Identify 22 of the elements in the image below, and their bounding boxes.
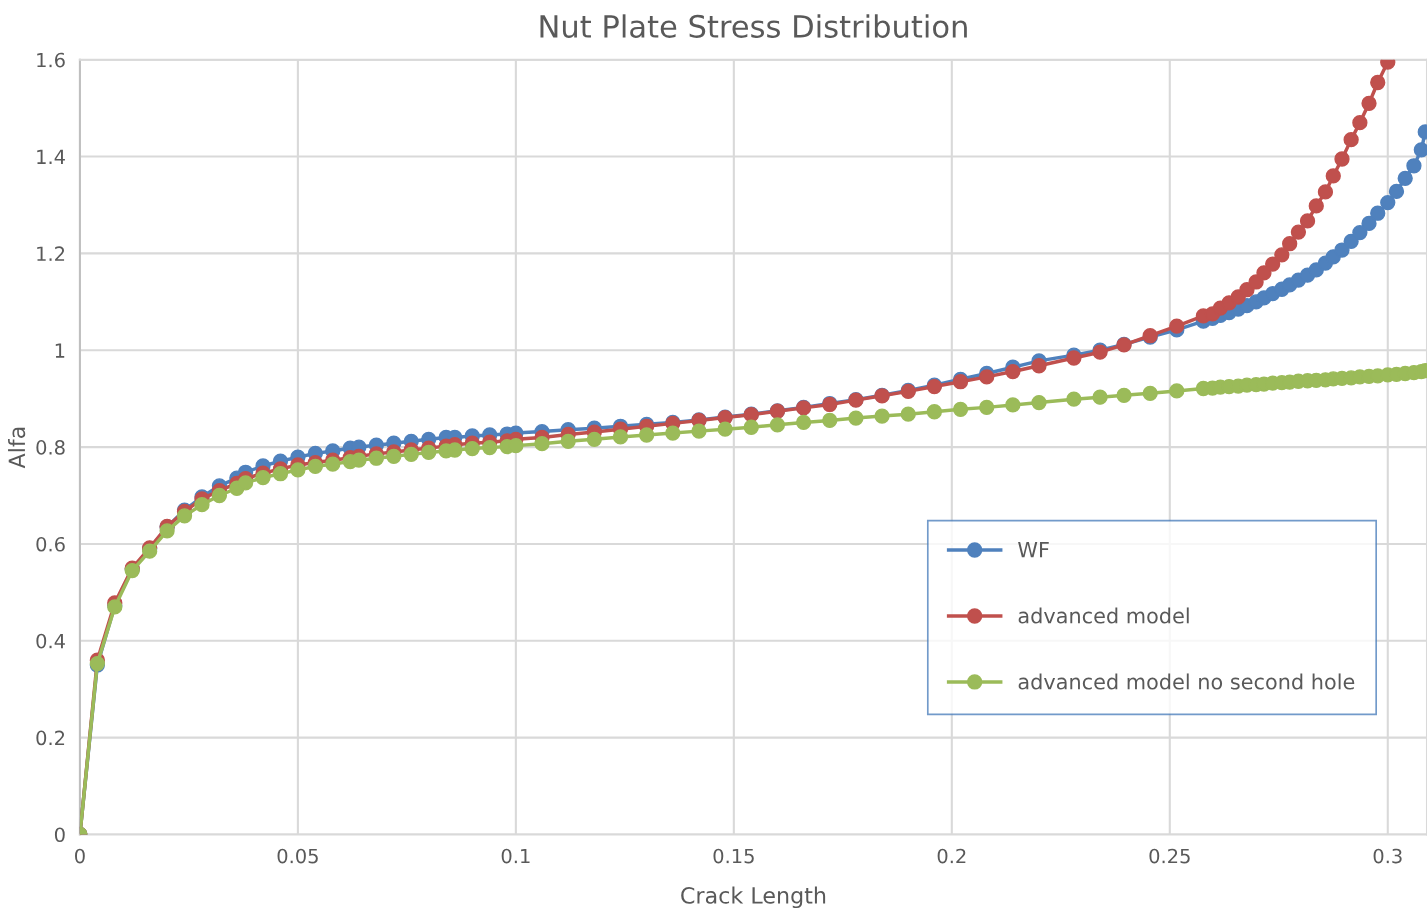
- y-tick-label: 1.4: [37, 149, 65, 164]
- y-tick-label: 1.2: [37, 246, 65, 261]
- x-tick-label: 0.1: [501, 848, 530, 864]
- x-tick-label: 0.25: [1149, 848, 1190, 864]
- y-axis-title: Alfa: [8, 427, 26, 469]
- chart-title: Nut Plate Stress Distribution: [540, 14, 967, 38]
- y-tick-label: 0.6: [36, 536, 65, 552]
- legend-label: advanced model no second hole: [1018, 673, 1355, 690]
- x-tick-label: 0.15: [713, 848, 754, 864]
- y-tick-label: 0.8: [36, 440, 65, 455]
- x-tick-label: 0.2: [937, 848, 966, 864]
- y-tick-label: 0.4: [36, 633, 65, 649]
- y-tick-label: 1.6: [37, 52, 65, 68]
- x-tick-label: 0.3: [1373, 848, 1402, 864]
- legend-label: advanced model: [1018, 607, 1189, 624]
- legend-label: WF: [1018, 542, 1049, 558]
- y-tick-label: 0.2: [36, 730, 65, 746]
- x-tick-label: 0: [75, 848, 85, 864]
- x-axis-title: Crack Length: [681, 886, 826, 909]
- x-tick-label: 0.05: [277, 848, 318, 864]
- y-tick-label: 1: [55, 343, 65, 358]
- y-tick-label: 0: [54, 827, 65, 843]
